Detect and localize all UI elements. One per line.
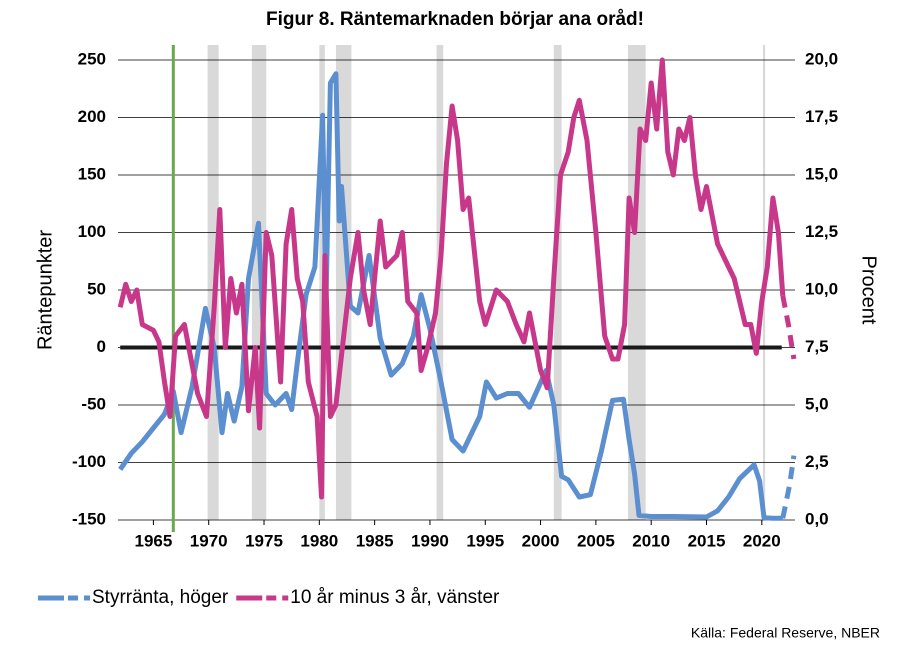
y2-axis-label: Procent <box>858 256 880 325</box>
series-line <box>118 71 783 521</box>
legend-label: 10 år minus 3 år, vänster <box>290 587 500 608</box>
y-tick-label: 0 <box>97 337 106 356</box>
x-tick-label: 1990 <box>411 531 449 550</box>
y-tick-label: -50 <box>81 394 106 413</box>
series-line-dashed <box>780 295 797 360</box>
chart-title: Figur 8. Räntemarknaden börjar ana oråd! <box>266 9 644 30</box>
y2-tick-label: 2,5 <box>805 452 829 471</box>
y-tick-label: 50 <box>87 279 106 298</box>
y-tick-label: 100 <box>78 222 106 241</box>
x-tick-label: 2015 <box>688 531 726 550</box>
x-tick-label: 2000 <box>522 531 560 550</box>
source: Källa: Federal Reserve, NBER <box>691 625 880 641</box>
y2-tick-label: 17,5 <box>805 107 838 126</box>
x-tick-label: 2005 <box>577 531 615 550</box>
x-tick-label: 2020 <box>743 531 781 550</box>
x-tick-label: 1995 <box>466 531 504 550</box>
x-tick-label: 2010 <box>632 531 670 550</box>
y-axis-label: Räntepunkter <box>34 230 56 350</box>
y-tick-label: -150 <box>72 509 106 528</box>
y2-tick-label: 5,0 <box>805 394 829 413</box>
legend-label: Styrränta, höger <box>92 587 229 608</box>
x-tick-label: 1965 <box>134 531 172 550</box>
x-tick-label: 1985 <box>356 531 394 550</box>
y2-tick-label: 20,0 <box>805 49 838 68</box>
y2-tick-label: 10,0 <box>805 279 838 298</box>
x-tick-label: 1980 <box>300 531 338 550</box>
y-tick-label: 250 <box>78 49 106 68</box>
y2-tick-label: 12,5 <box>805 222 838 241</box>
x-tick-label: 1970 <box>190 531 228 550</box>
x-tick-label: 1975 <box>245 531 283 550</box>
recession-band <box>553 45 562 520</box>
y-tick-label: -100 <box>72 452 106 471</box>
y-tick-label: 150 <box>78 164 106 183</box>
y-tick-label: 200 <box>78 107 106 126</box>
series-line-dashed <box>780 455 797 519</box>
recession-band <box>627 45 646 520</box>
series-line <box>117 57 786 500</box>
y2-tick-label: 0,0 <box>805 509 829 528</box>
y2-tick-label: 15,0 <box>805 164 838 183</box>
y2-tick-label: 7,5 <box>805 337 829 356</box>
